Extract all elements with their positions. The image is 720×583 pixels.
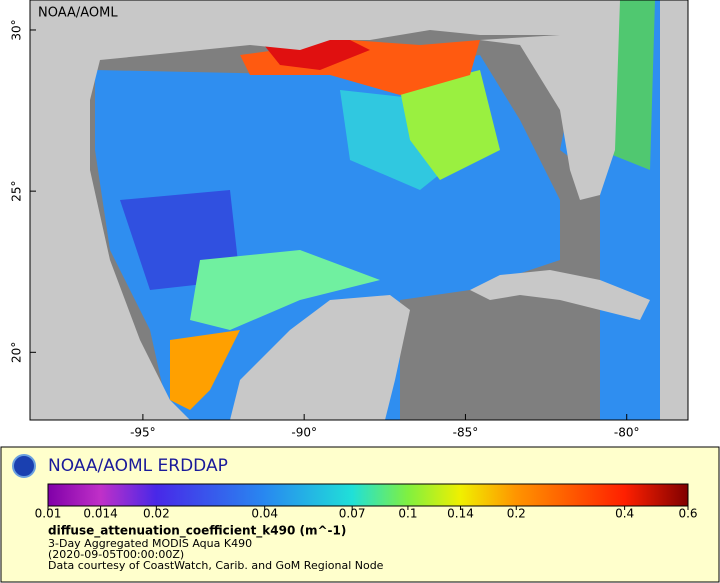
y-tick-label: 30° xyxy=(10,19,24,40)
map-frame xyxy=(29,0,689,421)
colorbar xyxy=(47,483,689,507)
map xyxy=(29,0,689,421)
legend-line: (2020-09-05T00:00:00Z) xyxy=(48,548,184,561)
x-tick-label: -90° xyxy=(291,426,317,440)
legend-box xyxy=(0,446,720,583)
legend-line: 3-Day Aggregated MODIS Aqua K490 xyxy=(48,537,252,550)
map-title: NOAA/AOML xyxy=(38,6,118,21)
land xyxy=(30,0,560,420)
x-tick-label: -80° xyxy=(614,426,640,440)
variable-name: diffuse_attenuation_coefficient_k490 (m^… xyxy=(48,524,346,539)
land xyxy=(470,270,650,320)
colorbar-tick-label: 0.2 xyxy=(507,507,526,521)
logo xyxy=(12,454,36,478)
water-data xyxy=(170,330,240,410)
legend-title: NOAA/AOML ERDDAP xyxy=(48,456,228,476)
land xyxy=(230,295,410,420)
colorbar-tick-label: 0.4 xyxy=(615,507,634,521)
colorbar-tick-label: 0.01 xyxy=(35,507,62,521)
land xyxy=(660,0,688,420)
colorbar-tick-label: 0.1 xyxy=(398,507,417,521)
colorbar-tick-label: 0.04 xyxy=(251,507,278,521)
land xyxy=(480,0,620,200)
water-data xyxy=(190,250,380,330)
x-tick-label: -95° xyxy=(130,426,156,440)
water-data xyxy=(400,70,500,180)
y-tick-label: 25° xyxy=(10,181,24,202)
colorbar-tick-label: 0.07 xyxy=(339,507,366,521)
legend-line: Data courtesy of CoastWatch, Carib. and … xyxy=(48,559,384,572)
x-tick-label: -85° xyxy=(453,426,479,440)
colorbar-tick-label: 0.6 xyxy=(678,507,697,521)
y-tick-label: 20° xyxy=(10,342,24,363)
colorbar-tick-label: 0.14 xyxy=(447,507,474,521)
colorbar-tick-label: 0.014 xyxy=(83,507,117,521)
colorbar-tick-label: 0.02 xyxy=(143,507,170,521)
